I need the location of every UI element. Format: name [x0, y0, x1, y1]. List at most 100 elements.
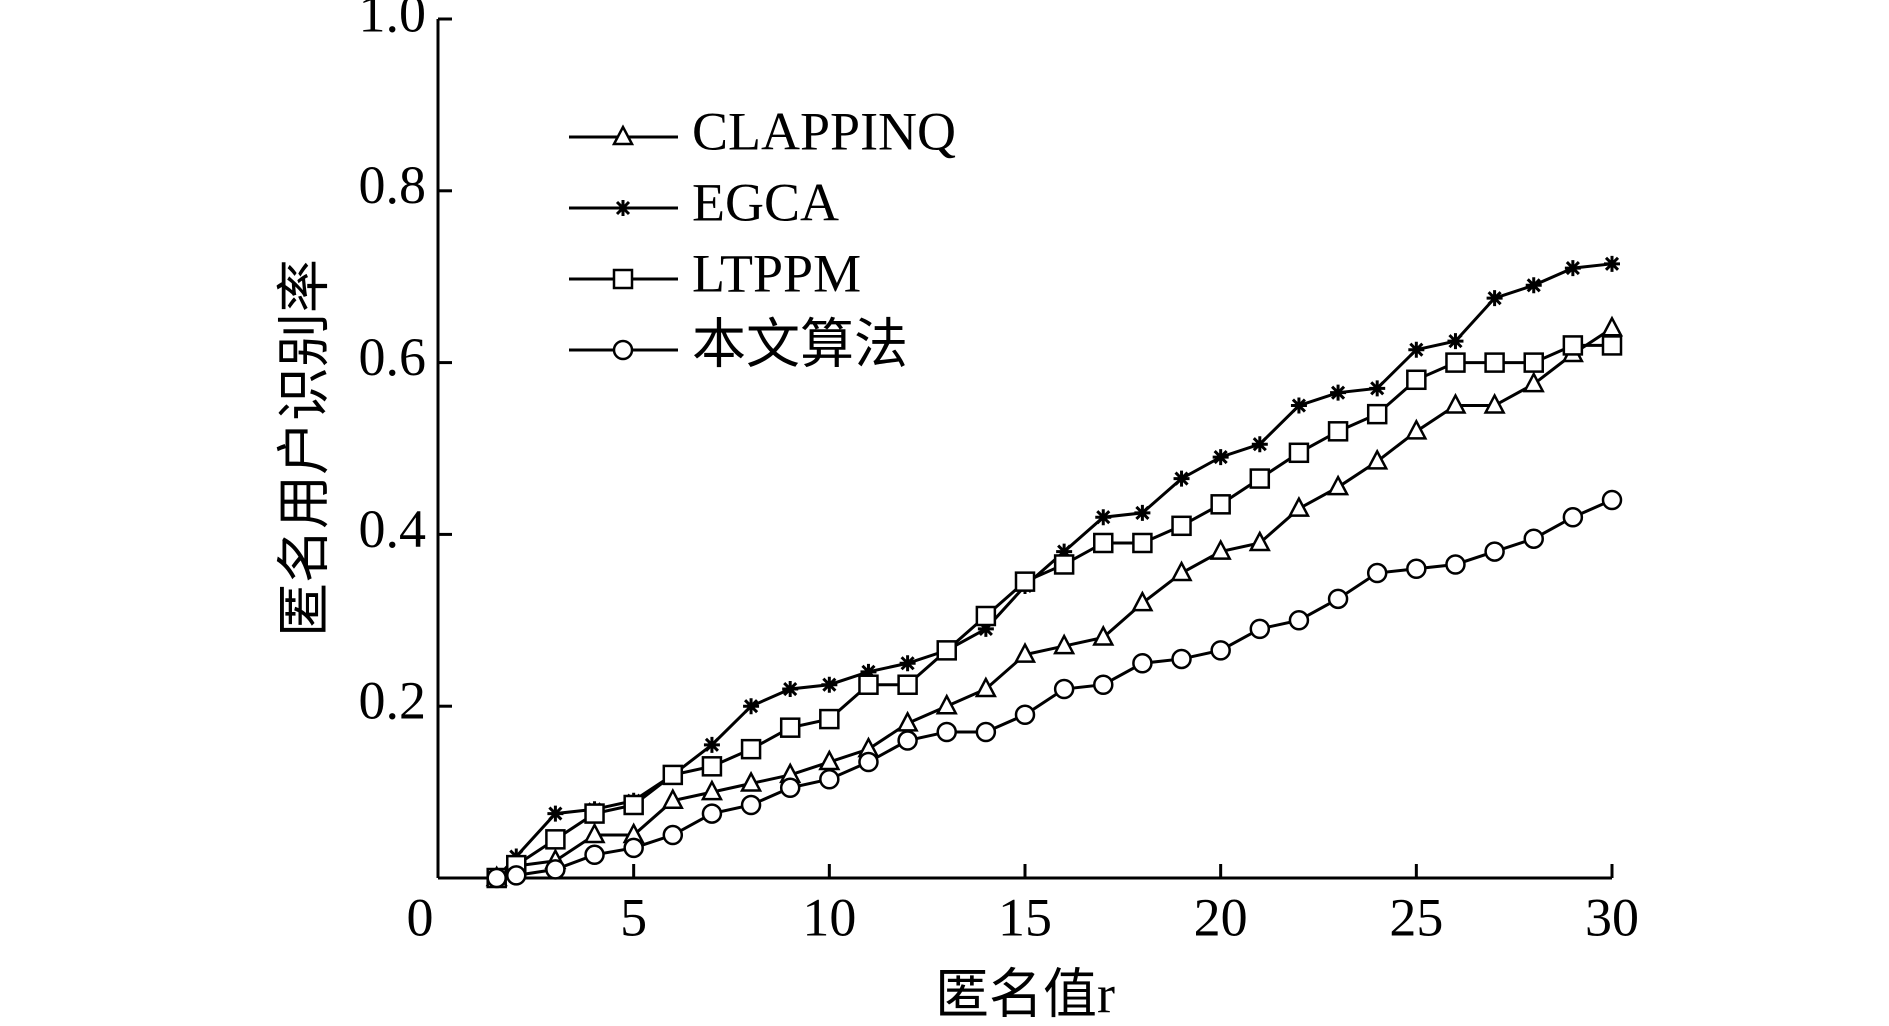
marker [1483, 392, 1506, 414]
marker [1484, 352, 1505, 373]
marker [1288, 442, 1310, 464]
y-tick-label: 0.6 [359, 327, 427, 387]
marker [1093, 532, 1114, 554]
marker [584, 803, 605, 824]
marker [897, 730, 918, 751]
marker [583, 822, 606, 844]
marker [1484, 541, 1505, 562]
marker [821, 676, 838, 693]
marker [1445, 352, 1466, 373]
marker [975, 605, 997, 627]
y-tick-label: 0.8 [359, 155, 427, 215]
series-line [495, 343, 1612, 880]
marker [819, 768, 840, 790]
marker [1562, 335, 1584, 356]
marker [1405, 418, 1428, 440]
marker [701, 756, 723, 777]
marker [547, 805, 564, 822]
marker [1523, 528, 1544, 549]
marker [662, 824, 684, 846]
marker [1562, 506, 1584, 528]
marker [1327, 588, 1349, 610]
marker [623, 794, 644, 816]
legend-label: LTPPM [692, 243, 861, 303]
marker [545, 829, 566, 850]
marker [584, 844, 605, 866]
marker [1601, 335, 1623, 356]
marker [1013, 641, 1037, 663]
marker [662, 764, 684, 786]
x-tick-label: 10 [802, 887, 856, 947]
legend-label: EGCA [692, 172, 839, 232]
marker [1053, 554, 1075, 575]
x-tick-label: 15 [998, 887, 1052, 947]
marker [486, 867, 507, 889]
x-tick-label: 0 [407, 887, 434, 947]
marker [1445, 554, 1466, 575]
marker [936, 640, 957, 661]
marker [1171, 648, 1192, 670]
marker [1249, 618, 1271, 640]
marker [1604, 255, 1620, 272]
marker [661, 788, 684, 809]
marker [779, 717, 801, 738]
marker [1287, 495, 1311, 517]
marker [701, 803, 723, 824]
y-tick-label: 0.2 [359, 671, 427, 731]
marker [740, 794, 762, 816]
y-tick-label: 1.0 [359, 0, 427, 43]
marker [1601, 489, 1623, 511]
marker [1327, 421, 1349, 442]
marker [899, 655, 916, 672]
marker [740, 738, 762, 760]
marker [1210, 640, 1231, 661]
marker [1366, 403, 1388, 425]
marker [1014, 571, 1036, 592]
legend-marker [615, 200, 631, 216]
legend-marker [611, 124, 635, 146]
marker [1486, 290, 1503, 307]
x-tick-label: 25 [1389, 887, 1443, 947]
marker [1131, 590, 1154, 612]
y-tick-label: 0.4 [359, 499, 427, 559]
marker [1447, 333, 1464, 350]
marker [1173, 470, 1190, 487]
marker [1369, 380, 1386, 397]
legend-marker [612, 339, 634, 361]
marker [1014, 704, 1036, 726]
marker [1171, 515, 1192, 537]
marker [819, 708, 840, 730]
marker [860, 663, 877, 680]
marker [935, 693, 958, 715]
marker [703, 736, 720, 753]
x-tick-label: 5 [620, 887, 647, 947]
marker [1132, 653, 1153, 674]
marker [974, 676, 997, 698]
x-tick-label: 20 [1194, 887, 1248, 947]
marker [1093, 674, 1114, 695]
marker [1564, 260, 1581, 277]
marker [1053, 633, 1076, 655]
marker [1525, 277, 1542, 294]
marker [739, 770, 763, 792]
marker [1053, 678, 1075, 700]
marker [1408, 341, 1425, 358]
marker [1330, 384, 1347, 401]
marker [1600, 315, 1624, 337]
marker [1444, 392, 1467, 414]
marker [1326, 474, 1350, 496]
marker [1290, 397, 1307, 414]
marker [1288, 610, 1310, 631]
marker [782, 681, 799, 698]
marker [779, 777, 801, 799]
marker [1406, 369, 1427, 391]
marker [936, 721, 957, 743]
marker [506, 865, 527, 886]
legend-marker [612, 268, 634, 290]
y-axis-label: 匿名用户识别率 [274, 259, 334, 637]
marker [623, 837, 644, 859]
marker [1249, 468, 1271, 489]
series-line [495, 326, 1613, 880]
marker [1523, 352, 1544, 373]
